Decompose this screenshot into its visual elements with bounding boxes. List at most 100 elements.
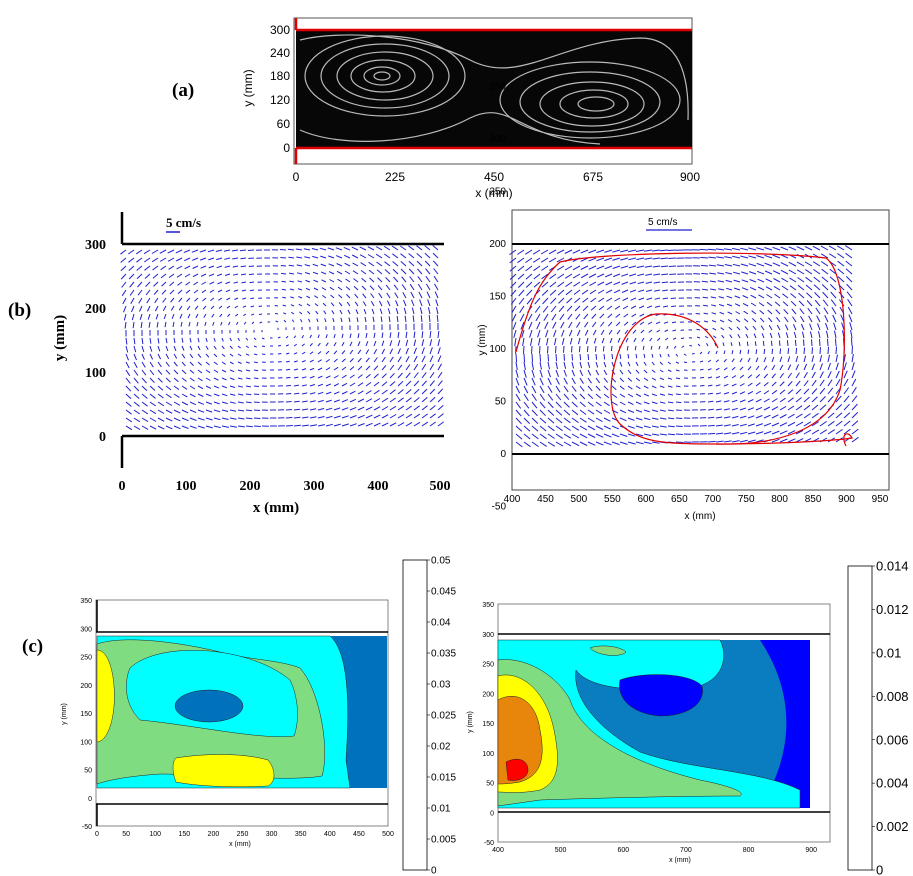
velocity-vector (189, 417, 197, 421)
velocity-vector (533, 265, 541, 272)
velocity-vector (755, 349, 758, 355)
velocity-vector (565, 281, 573, 288)
velocity-vector (129, 281, 135, 288)
velocity-vector (141, 337, 144, 345)
velocity-vector (437, 371, 443, 379)
velocity-vector (306, 295, 311, 299)
velocity-vector (395, 308, 399, 315)
velocity-vector (173, 361, 178, 367)
velocity-vector (389, 381, 396, 387)
velocity-vector (628, 257, 637, 261)
velocity-vector (548, 249, 557, 255)
velocity-vector (413, 421, 421, 427)
velocity-vector (521, 329, 525, 338)
velocity-vector (751, 318, 757, 323)
velocity-vector (149, 353, 154, 360)
velocity-vector (193, 281, 199, 286)
velocity-vector (403, 299, 407, 307)
velocity-vector (199, 249, 207, 253)
velocity-vector (125, 337, 128, 345)
velocity-vector (803, 396, 810, 403)
velocity-vector (248, 257, 255, 259)
velocity-vector (333, 423, 341, 427)
velocity-vector (156, 321, 159, 328)
velocity-vector (638, 305, 645, 309)
velocity-vector (596, 249, 605, 254)
velocity-vector (301, 408, 309, 411)
velocity-vector (173, 353, 178, 359)
velocity-vector (339, 309, 343, 315)
velocity-vector (715, 400, 722, 403)
velocity-vector (775, 309, 781, 315)
velocity-vector (600, 321, 605, 327)
velocity-vector (178, 305, 183, 311)
velocity-vector (675, 377, 681, 380)
velocity-vector (725, 272, 733, 275)
velocity-vector (779, 438, 788, 443)
velocity-vector (208, 257, 215, 261)
velocity-vector (741, 271, 749, 275)
velocity-vector (673, 345, 677, 349)
velocity-vector (359, 246, 367, 251)
velocity-vector (413, 405, 420, 411)
velocity-vector (812, 261, 821, 267)
velocity-vector (591, 313, 597, 319)
velocity-vector (780, 262, 789, 267)
tick-label: 300 (266, 831, 278, 838)
velocity-vector (306, 303, 311, 307)
velocity-vector (708, 264, 717, 267)
velocity-vector (121, 281, 127, 288)
velocity-vector (612, 249, 621, 253)
velocity-vector (716, 264, 725, 267)
velocity-vector (651, 361, 655, 366)
velocity-vector (611, 361, 615, 368)
tick-label: 400 (368, 479, 389, 494)
velocity-vector (357, 365, 363, 371)
velocity-vector (829, 276, 837, 283)
velocity-vector (715, 424, 723, 427)
tick-label: 350 (482, 602, 494, 609)
velocity-vector (435, 307, 439, 315)
velocity-vector (636, 257, 645, 261)
velocity-vector (702, 296, 709, 299)
velocity-vector (213, 353, 218, 358)
velocity-vector (821, 268, 829, 275)
velocity-vector (293, 376, 299, 379)
velocity-vector (237, 385, 244, 388)
velocity-vector (827, 371, 832, 379)
velocity-vector (233, 281, 239, 284)
velocity-vector (234, 305, 239, 309)
velocity-vector (132, 321, 135, 329)
velocity-vector (341, 423, 349, 427)
velocity-vector (713, 335, 717, 339)
velocity-vector (779, 356, 783, 363)
velocity-vector (397, 348, 401, 355)
velocity-vector (584, 329, 589, 336)
panel-c1-core (174, 689, 244, 723)
velocity-vector (181, 401, 189, 406)
velocity-vector (224, 257, 231, 260)
velocity-vector (613, 273, 621, 278)
velocity-vector (237, 425, 245, 428)
velocity-vector (760, 325, 765, 331)
velocity-vector (522, 337, 525, 346)
velocity-vector (157, 337, 160, 344)
velocity-vector (539, 433, 547, 440)
velocity-vector (617, 337, 621, 343)
velocity-vector (651, 401, 658, 405)
velocity-vector (811, 347, 813, 355)
velocity-vector (293, 424, 301, 427)
velocity-vector (412, 315, 415, 323)
velocity-vector (509, 273, 517, 280)
velocity-vector (619, 401, 626, 406)
velocity-vector (651, 441, 660, 444)
velocity-vector (397, 413, 405, 419)
velocity-vector (241, 273, 247, 276)
velocity-vector (133, 401, 140, 407)
panel-c1-x-ticks: 0 50 100 150 200 250 300 350 400 450 500 (95, 831, 394, 838)
velocity-vector (771, 398, 778, 403)
velocity-vector (293, 368, 299, 371)
velocity-vector (622, 305, 629, 310)
velocity-vector (337, 286, 343, 291)
velocity-vector (763, 382, 769, 387)
